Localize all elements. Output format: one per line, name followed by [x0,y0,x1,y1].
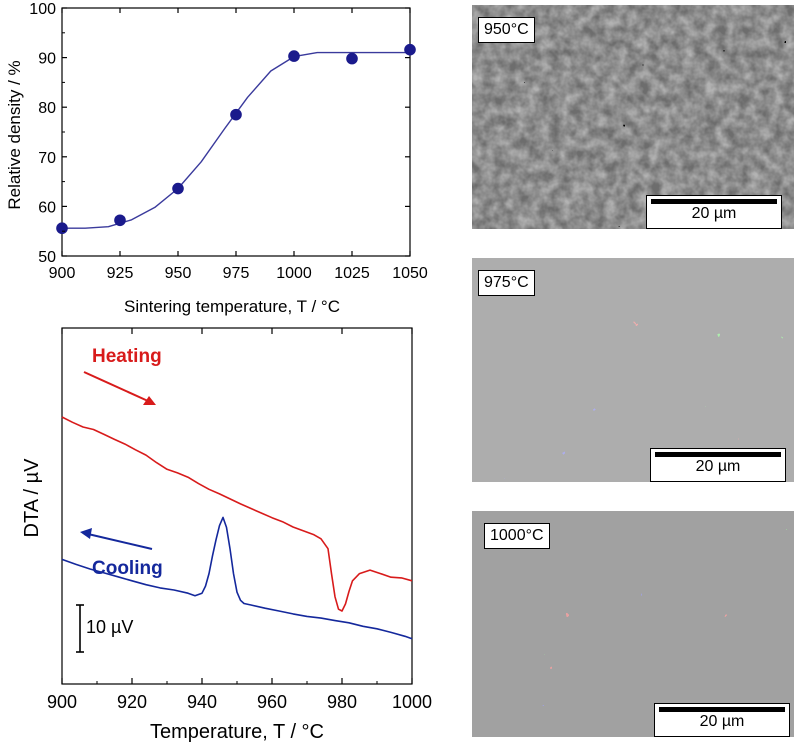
density-x-tick-label: 975 [223,265,250,282]
scale-bar-1000: 20 µm [654,703,790,737]
density-y-tick-label: 90 [38,51,56,68]
density-y-tick-label: 60 [38,199,56,216]
density-point [172,182,184,195]
density-y-tick-label: 100 [29,1,56,18]
density-y-tick-label: 50 [38,249,56,266]
sem-image-1000: 1000°C 20 µm [472,511,794,737]
scale-bar-975: 20 µm [650,448,786,482]
density-x-axis-label: Sintering temperature, T / °C [124,297,340,316]
density-x-tick-label: 1050 [392,265,428,282]
dta-x-tick-label: 940 [187,692,217,712]
dta-x-tick-label: 1000 [392,692,432,712]
dta-x-tick-label: 900 [47,692,77,712]
density-point [404,43,416,56]
density-ticks-group: 900 925 950 975 1000 1025 1050 50 60 70 80 90 100 [29,1,428,282]
cooling-arrow-head [80,528,92,539]
scale-bar-950: 20 µm [646,195,782,229]
scale-bar-line-1000 [659,707,785,712]
scale-bar-line-950 [651,199,777,204]
density-point [288,50,300,62]
dta-x-tick-label: 980 [327,692,357,712]
cooling-curve [61,516,413,640]
density-points-group [56,43,416,235]
sem-label-950: 950°C [478,17,535,43]
density-point [114,214,126,227]
sem-micrograph-texture-975 [472,258,794,482]
sem-label-975: 975°C [478,270,535,296]
density-x-tick-label: 1000 [276,265,312,282]
scale-bar-text-1000: 20 µm [699,713,745,730]
cooling-arrow [87,533,153,550]
density-point [230,108,242,121]
density-x-tick-label: 950 [165,265,192,282]
scale-bar-line-975 [655,452,781,457]
scale-bar-text-950: 20 µm [691,205,737,222]
sem-image-950: 950°C 20 µm [472,5,794,229]
heating-arrow-head [143,396,156,405]
density-y-axis-label: Relative density / % [5,60,24,209]
sem-label-1000: 1000°C [484,523,550,549]
density-x-tick-label: 900 [49,265,76,282]
density-point [346,52,358,65]
heating-label: Heating [92,346,162,367]
density-x-tick-label: 1025 [334,265,370,282]
dta-x-tick-label: 960 [257,692,287,712]
dta-x-tick-label: 920 [117,692,147,712]
density-y-tick-label: 70 [38,150,56,167]
heating-arrow [83,371,149,402]
density-x-axis-label-text: Sintering temperature, T / °C [124,297,340,316]
dta-y-axis-label: DTA / µV [21,458,43,538]
dta-curves-group [61,416,413,640]
dta-scale-bar-label: 10 µV [86,617,133,637]
sem-image-975: 975°C 20 µm [472,258,794,482]
density-x-tick-label: 925 [107,265,134,282]
cooling-label: Cooling [92,558,163,579]
dta-x-axis-label: Temperature, T / °C [150,721,324,743]
density-y-tick-label: 80 [38,100,56,117]
dta-ticks-group: 900 920 940 960 980 1000 [47,328,432,712]
scale-bar-text-975: 20 µm [695,458,741,475]
heating-curve [61,416,413,612]
